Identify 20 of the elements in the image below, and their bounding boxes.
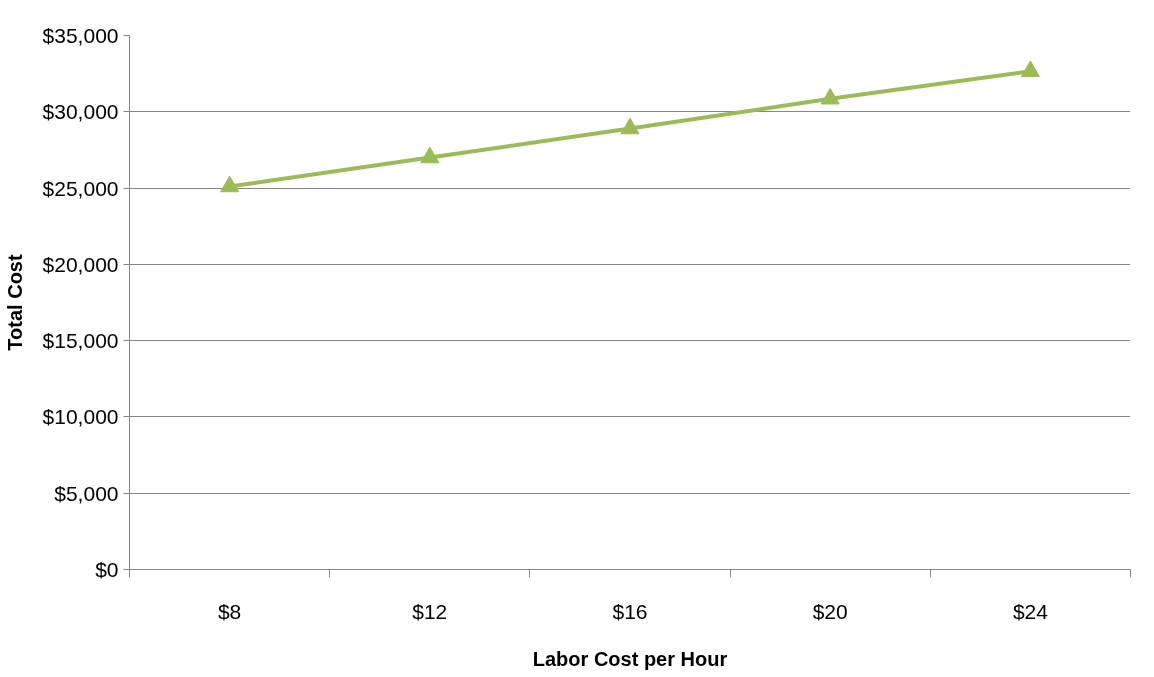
x-tick-label: $24 bbox=[1012, 599, 1049, 623]
y-tick-label: $30,000 bbox=[42, 100, 119, 124]
x-tick-label: $20 bbox=[812, 599, 848, 623]
y-tick-label: $15,000 bbox=[42, 329, 119, 353]
x-tick-label: $8 bbox=[217, 599, 242, 623]
point bbox=[620, 117, 640, 135]
y-tick-label: $25,000 bbox=[42, 176, 119, 200]
x-axis-title: Labor Cost per Hour bbox=[532, 647, 728, 670]
y-tick-label: $20,000 bbox=[42, 252, 119, 276]
x-tick-label: $16 bbox=[612, 599, 648, 623]
y-tick-label: $10,000 bbox=[42, 405, 119, 429]
point bbox=[820, 87, 840, 105]
point bbox=[220, 175, 240, 193]
y-axis-title: Total Cost bbox=[3, 254, 26, 351]
y-tick-label: $35,000 bbox=[42, 24, 119, 47]
point bbox=[1020, 60, 1040, 78]
y-tick-label: $0 bbox=[95, 558, 119, 581]
x-tick-label: $12 bbox=[412, 599, 448, 623]
y-tick-label: $5,000 bbox=[54, 481, 119, 505]
point bbox=[420, 146, 440, 164]
